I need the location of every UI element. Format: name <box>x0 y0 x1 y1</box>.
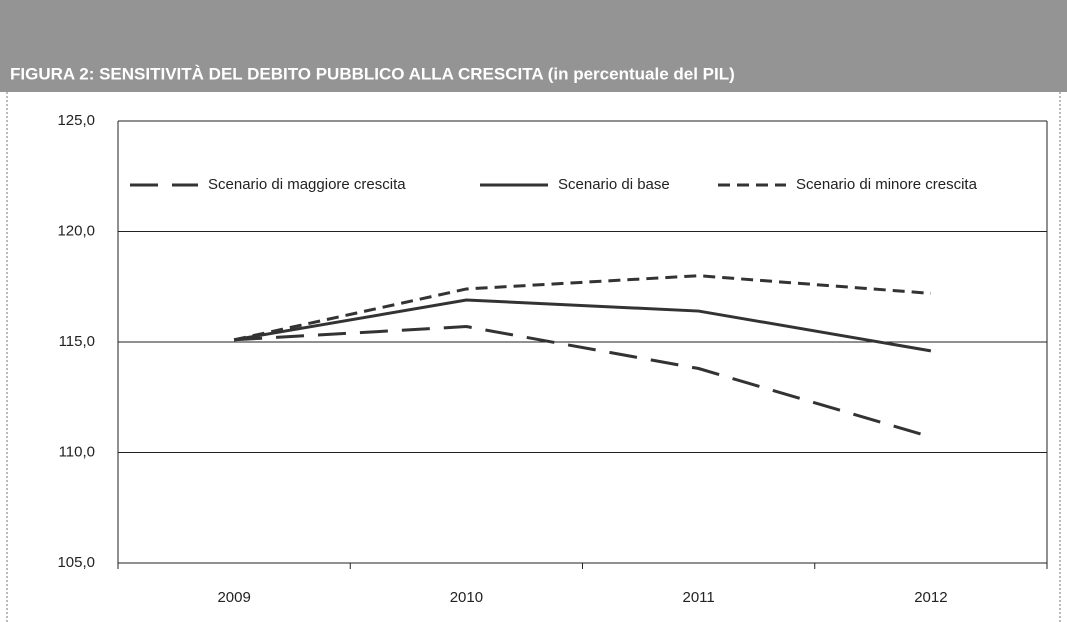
x-tick-label: 2009 <box>217 589 250 606</box>
header-band <box>0 0 1067 92</box>
header-texture <box>0 0 1067 92</box>
legend-label: Scenario di maggiore crescita <box>208 176 406 193</box>
x-tick-label: 2012 <box>914 589 947 606</box>
series-line <box>233 274 931 342</box>
chart-title: FIGURA 2: SENSITIVITÀ DEL DEBITO PUBBLIC… <box>10 64 735 83</box>
y-tick-label: 115,0 <box>59 333 95 350</box>
x-tick-label: 2010 <box>450 589 483 606</box>
series-line <box>233 298 932 353</box>
y-tick-label: 125,0 <box>57 112 95 129</box>
y-tick-label: 105,0 <box>57 554 95 571</box>
legend-label: Scenario di base <box>558 176 670 193</box>
y-tick-label: 110,0 <box>59 443 95 460</box>
series-line <box>234 325 932 439</box>
x-tick-label: 2011 <box>682 589 714 606</box>
legend-label: Scenario di minore crescita <box>796 176 978 193</box>
y-tick-label: 120,0 <box>57 222 95 239</box>
